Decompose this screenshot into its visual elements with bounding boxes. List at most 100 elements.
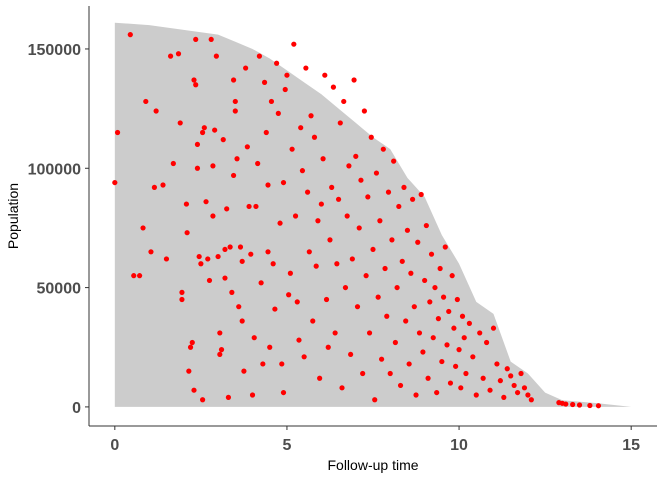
data-point xyxy=(434,389,440,396)
data-point xyxy=(311,134,318,140)
data-point xyxy=(320,156,326,162)
data-point xyxy=(411,304,417,310)
data-point xyxy=(270,261,276,267)
y-tick-label: 50000 xyxy=(37,281,82,298)
data-point xyxy=(387,370,393,377)
data-point xyxy=(170,160,176,167)
data-point xyxy=(261,79,268,85)
data-point xyxy=(428,251,435,257)
data-point xyxy=(218,347,225,353)
data-point xyxy=(366,330,373,336)
data-point xyxy=(339,385,345,391)
data-point xyxy=(227,244,233,250)
data-point xyxy=(198,261,204,267)
data-point xyxy=(284,72,290,78)
data-point xyxy=(140,225,146,231)
x-tick-label: 5 xyxy=(282,437,291,454)
data-point xyxy=(296,337,302,343)
data-point xyxy=(222,246,228,253)
data-point xyxy=(392,339,398,346)
data-point xyxy=(351,77,357,83)
data-point xyxy=(196,253,202,260)
data-point xyxy=(360,370,366,377)
data-point xyxy=(437,265,443,272)
y-tick-label: 150000 xyxy=(28,42,81,59)
data-point xyxy=(244,144,250,150)
x-tick-label: 0 xyxy=(110,437,119,454)
data-point xyxy=(200,129,206,136)
data-point xyxy=(341,98,347,105)
data-point xyxy=(422,277,428,284)
data-point xyxy=(127,32,133,38)
data-point xyxy=(239,318,245,324)
data-point xyxy=(373,170,380,176)
data-point xyxy=(153,108,159,114)
data-point xyxy=(313,263,319,269)
data-point xyxy=(258,280,264,286)
data-point xyxy=(274,60,280,66)
data-point xyxy=(358,177,364,183)
data-point xyxy=(289,146,295,152)
data-point xyxy=(587,402,593,409)
data-point xyxy=(184,230,190,236)
data-point xyxy=(514,389,521,396)
data-point xyxy=(415,239,421,245)
data-point xyxy=(210,163,216,169)
data-point xyxy=(349,256,355,262)
data-point xyxy=(194,141,201,148)
data-point xyxy=(518,370,524,377)
data-point xyxy=(430,335,436,341)
data-point xyxy=(310,318,316,324)
data-point xyxy=(420,349,426,355)
data-point xyxy=(409,196,416,202)
data-point xyxy=(511,382,517,389)
data-point xyxy=(451,325,457,331)
x-axis-title: Follow-up time xyxy=(327,457,418,473)
x-tick-label: 15 xyxy=(622,437,640,454)
data-point xyxy=(191,387,197,393)
data-point xyxy=(246,203,252,210)
data-point xyxy=(368,134,374,140)
data-point xyxy=(265,182,271,188)
data-point xyxy=(382,265,388,272)
data-point xyxy=(280,389,287,396)
data-point xyxy=(251,335,257,341)
data-point xyxy=(225,394,232,400)
y-axis-title: Population xyxy=(5,183,21,249)
y-tick-label: 100000 xyxy=(28,161,81,178)
data-point xyxy=(408,270,414,276)
data-point xyxy=(458,385,464,391)
data-point xyxy=(193,36,199,43)
data-point xyxy=(327,237,333,243)
data-point xyxy=(280,179,287,186)
data-point xyxy=(137,273,143,279)
data-point xyxy=(291,41,297,47)
data-point xyxy=(220,137,226,143)
data-point xyxy=(243,65,249,71)
data-point xyxy=(114,129,121,136)
data-point xyxy=(391,158,397,164)
data-point xyxy=(332,330,338,336)
data-point xyxy=(306,249,312,255)
data-point xyxy=(353,153,359,159)
data-point xyxy=(508,373,514,379)
data-point xyxy=(444,342,450,348)
data-point xyxy=(480,375,486,381)
data-point xyxy=(563,401,569,407)
data-point xyxy=(396,203,402,210)
data-point xyxy=(484,339,490,346)
data-point xyxy=(163,256,170,262)
population-area xyxy=(114,22,632,407)
data-point xyxy=(203,199,209,205)
data-point xyxy=(298,125,304,131)
data-point xyxy=(191,77,197,83)
data-point xyxy=(301,354,307,360)
data-point xyxy=(208,36,214,43)
data-point xyxy=(189,339,195,346)
data-point xyxy=(456,347,462,353)
data-point xyxy=(177,120,183,126)
data-point xyxy=(230,172,237,179)
area-layer xyxy=(114,22,632,407)
data-point xyxy=(234,156,240,162)
